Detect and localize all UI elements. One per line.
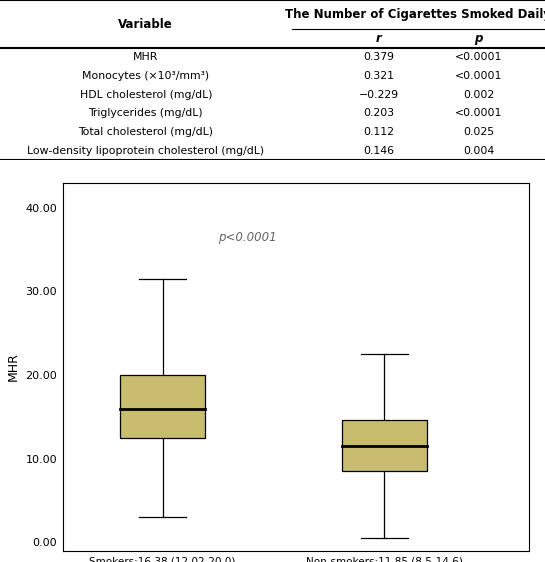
- Text: 0.146: 0.146: [364, 146, 394, 156]
- Text: <0.0001: <0.0001: [455, 71, 502, 81]
- Text: p<0.0001: p<0.0001: [217, 230, 276, 243]
- Text: −0.229: −0.229: [359, 90, 399, 100]
- Text: MHR: MHR: [133, 52, 159, 62]
- Text: Triglycerides (mg/dL): Triglycerides (mg/dL): [88, 108, 203, 119]
- Text: 0.002: 0.002: [463, 90, 494, 100]
- Text: Low-density lipoprotein cholesterol (mg/dL): Low-density lipoprotein cholesterol (mg/…: [27, 146, 264, 156]
- Bar: [342, 420, 427, 472]
- Text: HDL cholesterol (mg/dL): HDL cholesterol (mg/dL): [80, 90, 212, 100]
- Text: Variable: Variable: [118, 17, 173, 30]
- Text: Total cholesterol (mg/dL): Total cholesterol (mg/dL): [78, 127, 213, 137]
- Text: 0.379: 0.379: [364, 52, 394, 62]
- Text: 0.321: 0.321: [364, 71, 394, 81]
- Text: 0.025: 0.025: [463, 127, 494, 137]
- Bar: [120, 375, 205, 438]
- Text: <0.0001: <0.0001: [455, 108, 502, 119]
- Text: The Number of Cigarettes Smoked Daily: The Number of Cigarettes Smoked Daily: [285, 8, 545, 21]
- Text: <0.0001: <0.0001: [455, 52, 502, 62]
- Text: p: p: [474, 32, 483, 45]
- Text: 0.112: 0.112: [364, 127, 394, 137]
- Y-axis label: MHR: MHR: [7, 352, 20, 381]
- Text: r: r: [376, 32, 381, 45]
- Text: 0.004: 0.004: [463, 146, 494, 156]
- Text: 0.203: 0.203: [363, 108, 395, 119]
- Text: Monocytes (×10³/mm³): Monocytes (×10³/mm³): [82, 71, 209, 81]
